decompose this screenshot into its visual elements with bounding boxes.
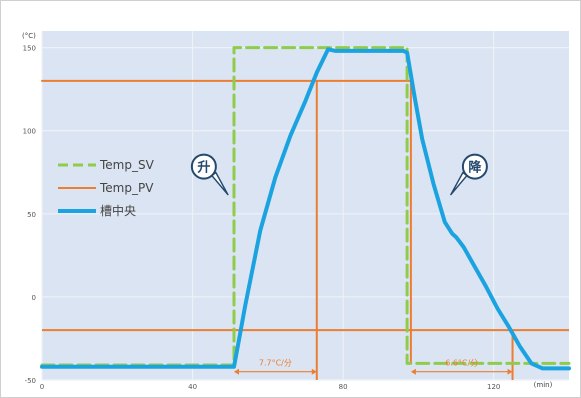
series-line-0 xyxy=(40,46,571,367)
plot-background xyxy=(42,31,569,380)
x-tick-label: 40 xyxy=(188,383,197,391)
rate-arrow-head-left xyxy=(233,368,239,375)
phase-bubble-label: 升 xyxy=(197,160,210,176)
phase-bubble xyxy=(461,153,488,180)
x-tick-label: 80 xyxy=(339,383,348,391)
x-unit-label: (min) xyxy=(534,381,553,389)
y-tick-label: 50 xyxy=(27,211,36,219)
legend-label: Temp_SV xyxy=(99,158,155,172)
x-tick-label: 0 xyxy=(40,383,44,391)
rate-arrow-head-right xyxy=(507,368,513,375)
y-tick-label: 0 xyxy=(32,294,36,302)
legend-label: 槽中央 xyxy=(100,203,136,218)
legend-label: Temp_PV xyxy=(99,181,154,195)
rate-label: 6.6°C/分 xyxy=(445,359,478,368)
phase-bubble-label: 降 xyxy=(468,160,482,176)
y-tick-label: 150 xyxy=(23,45,36,53)
rate-label: 7.7°C/分 xyxy=(259,359,292,368)
y-tick-label: 100 xyxy=(23,128,36,136)
phase-bubble xyxy=(190,153,217,180)
x-tick-label: 120 xyxy=(487,383,500,391)
y-unit-label: (°C) xyxy=(22,32,36,40)
rate-arrow-head-left xyxy=(410,368,416,375)
rate-arrow-head-right xyxy=(311,368,317,375)
y-tick-label: -50 xyxy=(25,377,36,385)
series-line-2 xyxy=(40,47,571,371)
